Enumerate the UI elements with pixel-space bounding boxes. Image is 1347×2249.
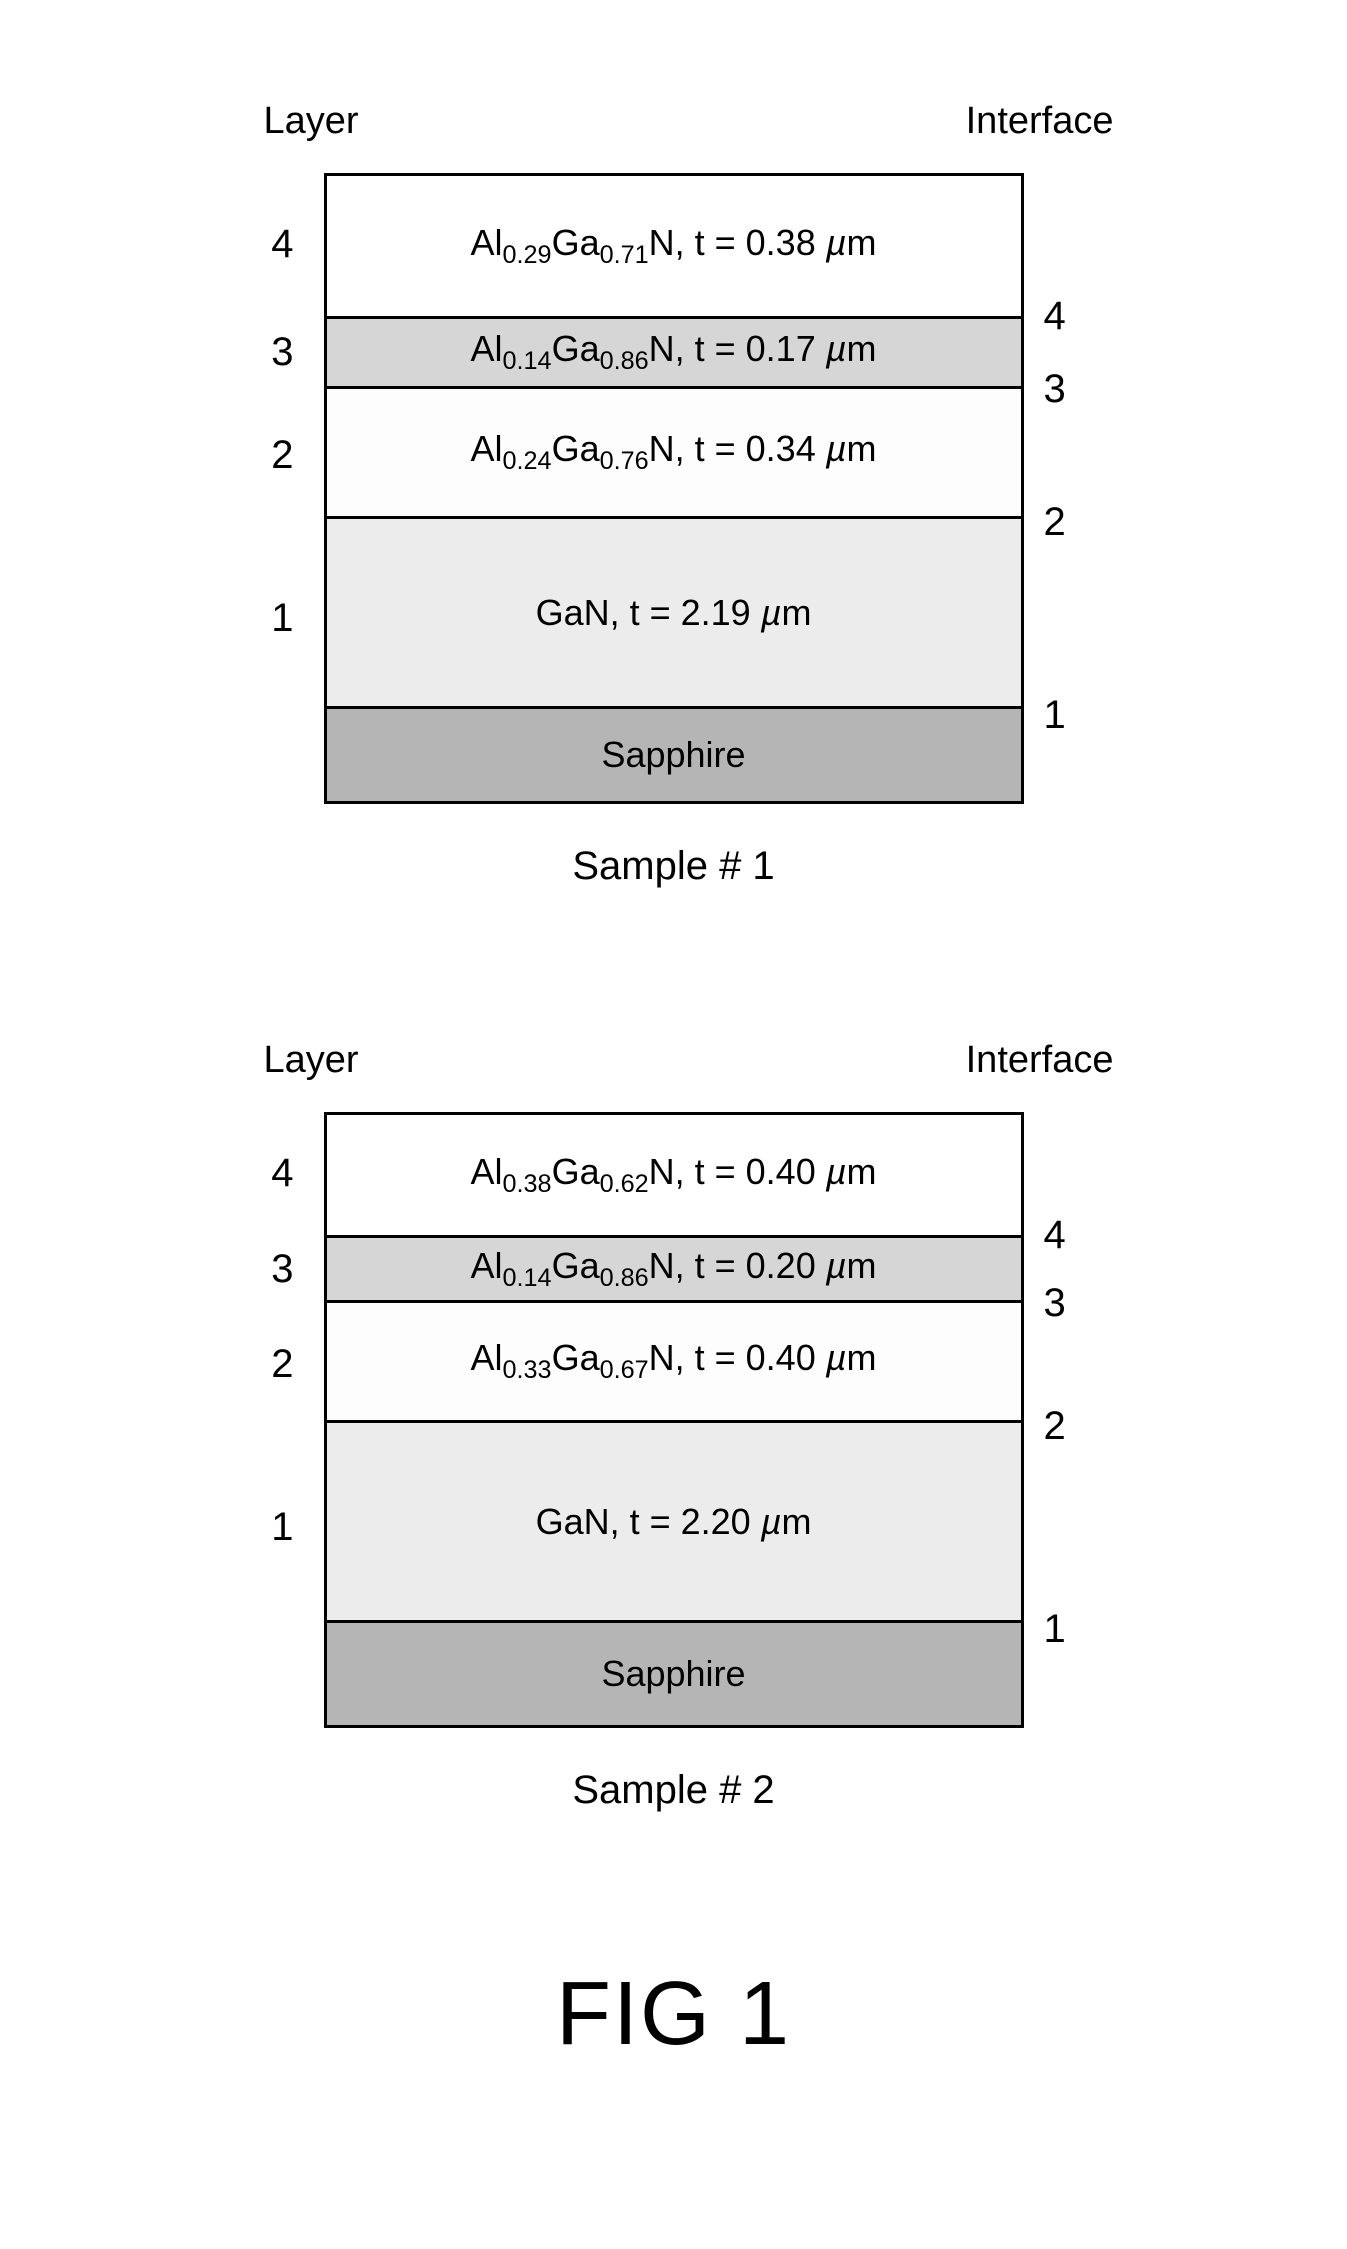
figure-title: FIG 1 [0, 1963, 1347, 2066]
interface-numbers-column: 4 3 2 1 [1024, 173, 1134, 804]
layer: Al0.14Ga0.86N, t = 0.17 µm [327, 316, 1021, 386]
layer: Sapphire [327, 1620, 1021, 1725]
interface-number: 4 [1044, 294, 1066, 339]
layer-numbers-column: 4 3 2 1 [214, 1112, 324, 1728]
layer-numbers-column: 4 3 2 1 [214, 173, 324, 804]
layer: Sapphire [327, 706, 1021, 801]
sample-caption: Sample # 2 [214, 1768, 1134, 1813]
header-interface: Interface [966, 100, 1114, 143]
layer-number: 4 [271, 1151, 293, 1196]
layer: GaN, t = 2.19 µm [327, 516, 1021, 706]
layer: Al0.24Ga0.76N, t = 0.34 µm [327, 386, 1021, 516]
layer: Al0.33Ga0.67N, t = 0.40 µm [327, 1300, 1021, 1420]
layer-number: 2 [271, 433, 293, 478]
layer-label: Al0.29Ga0.71N, t = 0.38 µm [471, 222, 877, 270]
sample-block: Layer Interface 4 3 2 1 Al0.38Ga0.62N, t = 0.4… [214, 1039, 1134, 1813]
layer-stack: Al0.38Ga0.62N, t = 0.40 µm Al0.14Ga0.86N,… [324, 1112, 1024, 1728]
stack-wrap: 4 3 2 1 Al0.29Ga0.71N, t = 0.38 µm Al0.14Ga0.… [214, 173, 1134, 804]
interface-numbers-column: 4 3 2 1 [1024, 1112, 1134, 1728]
layer-label: GaN, t = 2.19 µm [536, 592, 812, 634]
layer: GaN, t = 2.20 µm [327, 1420, 1021, 1620]
layer-label: Al0.38Ga0.62N, t = 0.40 µm [471, 1151, 877, 1199]
interface-number: 2 [1044, 1404, 1066, 1449]
layer-label: Sapphire [601, 734, 745, 776]
samples-container: Layer Interface 4 3 2 1 Al0.29Ga0.71N, t = 0.3… [0, 100, 1347, 1813]
layer-number: 3 [271, 330, 293, 375]
header-layer: Layer [264, 1039, 359, 1082]
layer-label: Al0.33Ga0.67N, t = 0.40 µm [471, 1337, 877, 1385]
layer: Al0.14Ga0.86N, t = 0.20 µm [327, 1235, 1021, 1300]
interface-number: 4 [1044, 1213, 1066, 1258]
layer-label: Al0.14Ga0.86N, t = 0.20 µm [471, 1245, 877, 1293]
layer-number: 3 [271, 1247, 293, 1292]
headers-row: Layer Interface [214, 100, 1134, 173]
layer-number: 2 [271, 1342, 293, 1387]
header-interface: Interface [966, 1039, 1114, 1082]
layer-number: 1 [271, 596, 293, 641]
figure-page: Layer Interface 4 3 2 1 Al0.29Ga0.71N, t = 0.3… [0, 0, 1347, 2126]
sample-caption: Sample # 1 [214, 844, 1134, 889]
stack-wrap: 4 3 2 1 Al0.38Ga0.62N, t = 0.40 µm Al0.14Ga0.… [214, 1112, 1134, 1728]
layer-number: 1 [271, 1505, 293, 1550]
interface-number: 3 [1044, 367, 1066, 412]
layer: Al0.29Ga0.71N, t = 0.38 µm [327, 176, 1021, 316]
layer-label: GaN, t = 2.20 µm [536, 1501, 812, 1543]
interface-number: 2 [1044, 500, 1066, 545]
interface-number: 3 [1044, 1281, 1066, 1326]
layer-number: 4 [271, 222, 293, 267]
sample-block: Layer Interface 4 3 2 1 Al0.29Ga0.71N, t = 0.3… [214, 100, 1134, 889]
layer: Al0.38Ga0.62N, t = 0.40 µm [327, 1115, 1021, 1235]
interface-number: 1 [1044, 693, 1066, 738]
layer-label: Al0.14Ga0.86N, t = 0.17 µm [471, 328, 877, 376]
layer-stack: Al0.29Ga0.71N, t = 0.38 µm Al0.14Ga0.86N,… [324, 173, 1024, 804]
headers-row: Layer Interface [214, 1039, 1134, 1112]
header-layer: Layer [264, 100, 359, 143]
layer-label: Sapphire [601, 1653, 745, 1695]
interface-number: 1 [1044, 1607, 1066, 1652]
layer-label: Al0.24Ga0.76N, t = 0.34 µm [471, 428, 877, 476]
